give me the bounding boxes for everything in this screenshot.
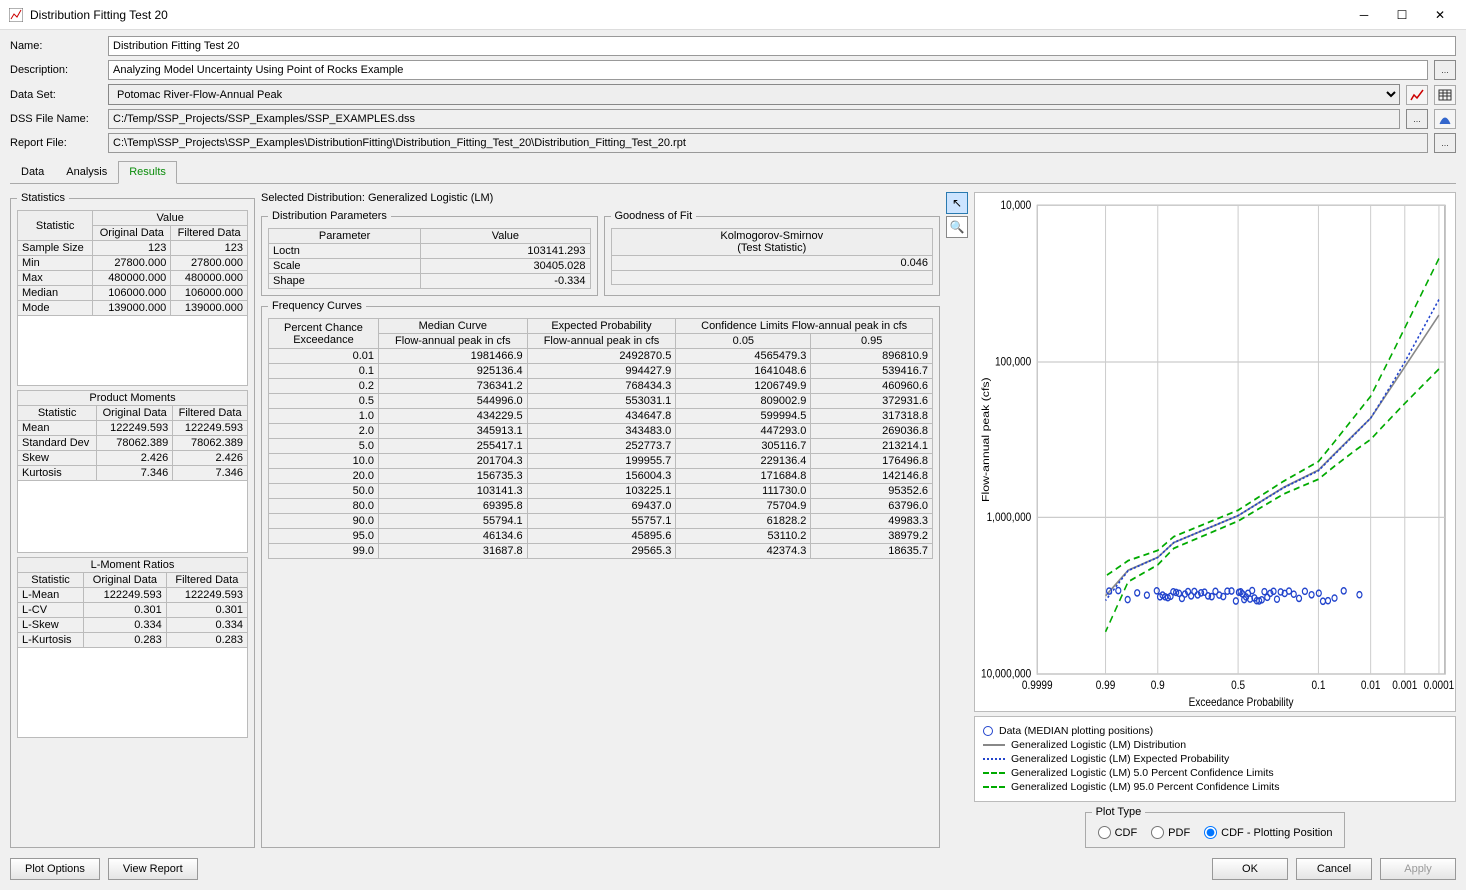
goodness-of-fit-group: Goodness of Fit Kolmogorov-Smirnov(Test … xyxy=(604,210,941,296)
dataset-select[interactable]: Potomac River-Flow-Annual Peak xyxy=(108,84,1400,105)
plot-type-pdf[interactable]: PDF xyxy=(1151,826,1190,839)
report-browse-button[interactable]: … xyxy=(1434,133,1456,153)
report-label: Report File: xyxy=(10,137,102,149)
params-table: ParameterValue Loctn103141.293Scale30405… xyxy=(268,228,591,289)
svg-text:0.99: 0.99 xyxy=(1096,679,1116,692)
maximize-button[interactable]: ☐ xyxy=(1384,4,1420,26)
svg-text:0.1: 0.1 xyxy=(1311,679,1325,692)
tab-data[interactable]: Data xyxy=(10,161,55,183)
gof-table: Kolmogorov-Smirnov(Test Statistic) 0.046 xyxy=(611,228,934,285)
tabs: Data Analysis Results xyxy=(10,161,1456,184)
zoom-tool[interactable]: 🔍 xyxy=(946,216,968,238)
dss-label: DSS File Name: xyxy=(10,113,102,125)
name-label: Name: xyxy=(10,40,102,52)
window-title: Distribution Fitting Test 20 xyxy=(30,8,1346,22)
svg-text:1,000,000: 1,000,000 xyxy=(987,511,1032,524)
svg-text:Flow-annual peak (cfs): Flow-annual peak (cfs) xyxy=(981,377,992,502)
statistics-legend: Statistics xyxy=(17,192,69,204)
description-browse-button[interactable]: … xyxy=(1434,60,1456,80)
plot-type-group: Plot Type CDF PDF CDF - Plotting Positio… xyxy=(1085,806,1346,848)
product-moments-table: Product Moments StatisticOriginal DataFi… xyxy=(17,390,248,481)
view-report-button[interactable]: View Report xyxy=(108,858,198,880)
svg-text:0.001: 0.001 xyxy=(1392,679,1417,692)
ok-button[interactable]: OK xyxy=(1212,858,1288,880)
svg-text:10,000,000: 10,000,000 xyxy=(981,668,1031,681)
svg-text:0.0001: 0.0001 xyxy=(1424,679,1455,692)
dataset-table-icon[interactable] xyxy=(1434,85,1456,105)
svg-text:0.5: 0.5 xyxy=(1231,679,1245,692)
pointer-tool[interactable]: ↖ xyxy=(946,192,968,214)
selected-distribution-label: Selected Distribution: Generalized Logis… xyxy=(261,192,940,204)
svg-text:0.9: 0.9 xyxy=(1151,679,1165,692)
svg-text:100,000: 100,000 xyxy=(995,356,1031,369)
plot-type-cdf[interactable]: CDF xyxy=(1098,826,1138,839)
report-input xyxy=(108,133,1428,153)
chart-legend: Data (MEDIAN plotting positions) General… xyxy=(974,716,1456,802)
lmoment-table: L-Moment Ratios StatisticOriginal DataFi… xyxy=(17,557,248,648)
plot-options-button[interactable]: Plot Options xyxy=(10,858,100,880)
close-button[interactable]: ✕ xyxy=(1422,4,1458,26)
svg-text:0.01: 0.01 xyxy=(1361,679,1381,692)
distribution-parameters-group: Distribution Parameters ParameterValue L… xyxy=(261,210,598,296)
dss-input xyxy=(108,109,1400,129)
description-label: Description: xyxy=(10,64,102,76)
tab-results[interactable]: Results xyxy=(118,161,177,184)
cancel-button[interactable]: Cancel xyxy=(1296,858,1372,880)
title-bar: Distribution Fitting Test 20 ─ ☐ ✕ xyxy=(0,0,1466,30)
dss-browse-button[interactable]: … xyxy=(1406,109,1428,129)
statistics-group: Statistics StatisticValue Original DataF… xyxy=(10,192,255,848)
name-input[interactable] xyxy=(108,36,1456,56)
frequency-table: Percent Chance Exceedance Median Curve E… xyxy=(268,318,933,559)
tab-analysis[interactable]: Analysis xyxy=(55,161,118,183)
plot-type-cdf-pp[interactable]: CDF - Plotting Position xyxy=(1204,826,1332,839)
app-icon xyxy=(8,7,24,23)
apply-button[interactable]: Apply xyxy=(1380,858,1456,880)
svg-text:Exceedance Probability: Exceedance Probability xyxy=(1189,696,1294,709)
description-input[interactable] xyxy=(108,60,1428,80)
frequency-chart[interactable]: 0.99990.990.90.50.10.010.0010.000110,000… xyxy=(974,192,1456,712)
svg-text:10,000: 10,000 xyxy=(1001,199,1032,212)
frequency-curves-group: Frequency Curves Percent Chance Exceedan… xyxy=(261,300,940,848)
minimize-button[interactable]: ─ xyxy=(1346,4,1382,26)
dataset-label: Data Set: xyxy=(10,89,102,101)
stats-table: StatisticValue Original DataFiltered Dat… xyxy=(17,210,248,316)
dss-dist-icon[interactable] xyxy=(1434,109,1456,129)
dataset-chart-icon[interactable] xyxy=(1406,85,1428,105)
